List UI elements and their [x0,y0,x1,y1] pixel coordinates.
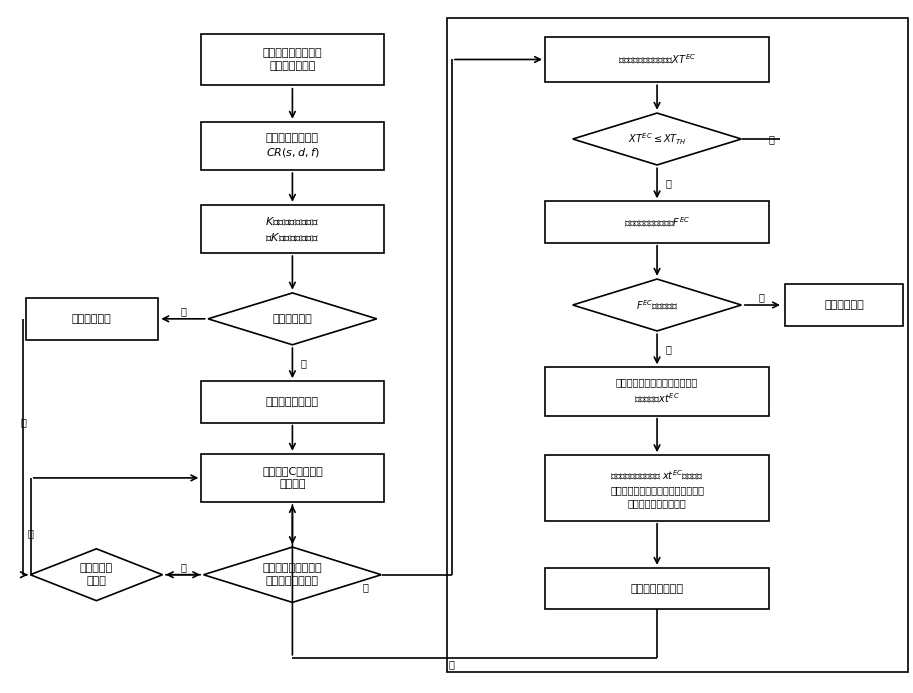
Text: 是: 是 [666,178,672,188]
Text: 是: 是 [21,418,26,428]
FancyBboxPatch shape [201,122,383,170]
Text: 选择跳数最短路径: 选择跳数最短路径 [266,397,319,407]
Text: 是: 是 [300,358,306,368]
Polygon shape [30,549,163,601]
Text: $XT^{EC}\leq XT_{TH}$: $XT^{EC}\leq XT_{TH}$ [627,131,687,147]
Text: $F^{EC}$集合不为空: $F^{EC}$集合不为空 [635,298,678,312]
Text: 产生一组业务请求
$CR(s,d,f)$: 产生一组业务请求 $CR(s,d,f)$ [266,133,320,159]
FancyBboxPatch shape [26,298,158,340]
FancyBboxPatch shape [201,204,383,253]
Text: 是: 是 [666,344,672,354]
Text: 是: 是 [449,660,455,669]
Text: 计算该频谱块的叉串扰值$XT^{EC}$: 计算该频谱块的叉串扰值$XT^{EC}$ [618,53,697,67]
Text: 否: 否 [759,292,765,302]
Polygon shape [572,113,741,165]
Polygon shape [204,547,382,602]
Text: 找到满足频谱一致性
与连续性的频谱块: 找到满足频谱一致性 与连续性的频谱块 [263,563,322,586]
Text: 否: 否 [180,306,186,316]
FancyBboxPatch shape [545,455,769,521]
Text: 业务请求建立成功: 业务请求建立成功 [631,584,684,594]
FancyBboxPatch shape [545,201,769,243]
Text: 空分复用频谱灵活光
网络进行初始化: 空分复用频谱灵活光 网络进行初始化 [263,48,322,71]
Text: 是: 是 [27,528,34,538]
FancyBboxPatch shape [201,381,383,423]
Text: 所有纤芯遍
历完毕: 所有纤芯遍 历完毕 [79,563,113,586]
FancyBboxPatch shape [545,367,769,416]
Polygon shape [572,279,741,331]
Text: 否: 否 [768,134,774,144]
Text: 否: 否 [180,562,186,572]
Text: 找到可用路径: 找到可用路径 [273,314,312,324]
Text: $K$条最短路径算法计
算$K$条候选工作路径: $K$条最短路径算法计 算$K$条候选工作路径 [266,216,320,243]
Text: 是: 是 [362,582,368,593]
FancyBboxPatch shape [545,568,769,609]
Text: 业务请求阻塞: 业务请求阻塞 [824,300,864,310]
FancyBboxPatch shape [201,33,383,85]
Text: 选择纤芯C并遍历其
频谱资源: 选择纤芯C并遍历其 频谱资源 [262,466,323,489]
FancyBboxPatch shape [545,37,769,82]
Text: 依据所有候选频谱块的 $xt^{EC}$进行从小
到大排序，并选择平均串扰最小的候
选频谱块所对应的资源: 依据所有候选频谱块的 $xt^{EC}$进行从小 到大排序，并选择平均串扰最小的… [610,468,704,508]
FancyBboxPatch shape [201,454,383,502]
Text: 确定候选频谱块的集合$F^{EC}$: 确定候选频谱块的集合$F^{EC}$ [624,215,690,229]
Text: 业务请求阻塞: 业务请求阻塞 [72,314,111,324]
Polygon shape [208,293,377,345]
Text: 计算工作路径中所有候选频谱块
的平均串扰$xt^{EC}$: 计算工作路径中所有候选频谱块 的平均串扰$xt^{EC}$ [616,378,698,405]
FancyBboxPatch shape [784,284,903,326]
